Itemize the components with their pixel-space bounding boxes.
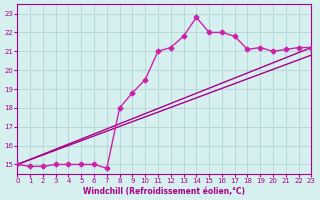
X-axis label: Windchill (Refroidissement éolien,°C): Windchill (Refroidissement éolien,°C) [84,187,245,196]
